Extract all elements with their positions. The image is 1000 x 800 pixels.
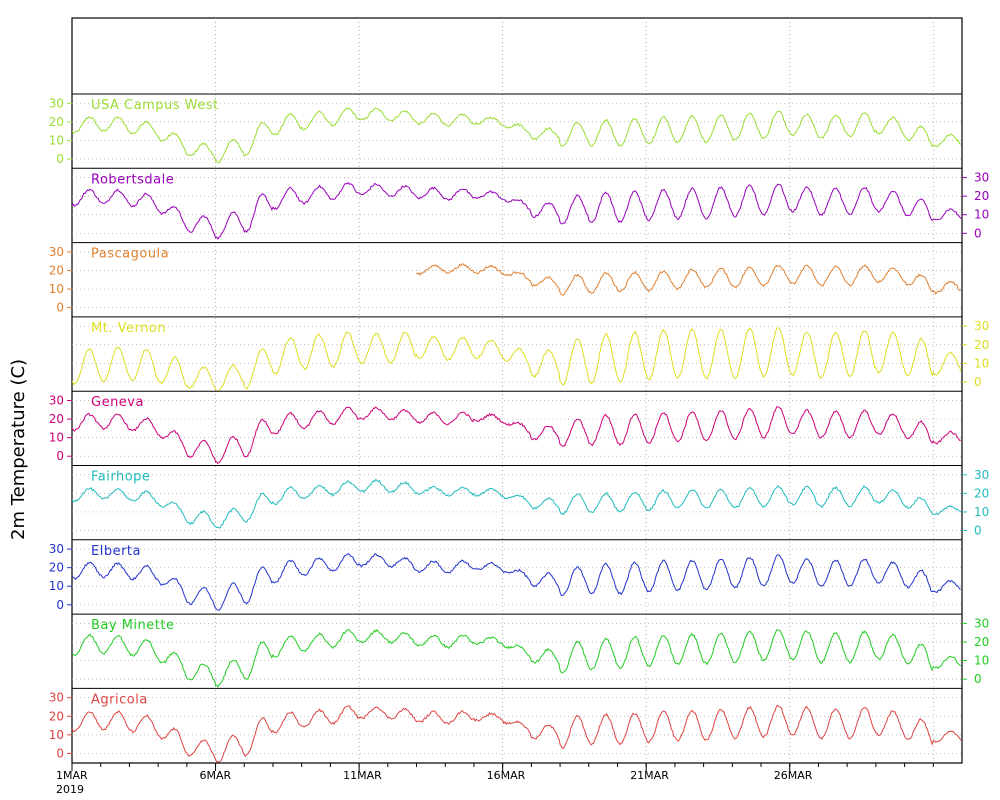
y-tick-label: 30 <box>49 691 64 705</box>
y-tick-label: 0 <box>56 598 64 612</box>
y-tick-label: 0 <box>974 375 982 389</box>
series-line-geneva <box>71 406 961 464</box>
x-tick-label: 16MAR <box>487 769 526 782</box>
series-line-mt-vernon <box>71 327 962 393</box>
y-tick-label: 20 <box>974 338 989 352</box>
series-line-agricola <box>71 705 962 763</box>
series-name-agricola: Agricola <box>91 692 148 707</box>
y-tick-label: 30 <box>49 542 64 556</box>
y-tick-label: 0 <box>56 301 64 315</box>
x-tick-label: 6MAR <box>200 769 232 782</box>
series-line-robertsdale <box>71 181 962 240</box>
y-tick-label: 10 <box>974 654 989 668</box>
y-tick-label: 10 <box>49 579 64 593</box>
x-tick-sublabel: 2019 <box>56 783 84 796</box>
y-tick-label: 20 <box>49 561 64 575</box>
series-name-geneva: Geneva <box>91 395 144 410</box>
series-name-robertsdale: Robertsdale <box>91 172 174 187</box>
y-tick-label: 30 <box>974 171 989 185</box>
y-tick-label: 30 <box>49 96 64 110</box>
y-tick-label: 10 <box>49 282 64 296</box>
y-tick-label: 20 <box>49 115 64 129</box>
y-tick-label: 0 <box>56 152 64 166</box>
x-tick-label: 26MAR <box>774 769 813 782</box>
y-tick-label: 20 <box>49 263 64 277</box>
y-axis-label: 2m Temperature (C) <box>8 358 29 540</box>
series-name-usa-campus-west: USA Campus West <box>91 98 219 113</box>
x-tick-label: 1MAR <box>56 769 88 782</box>
y-tick-label: 10 <box>974 208 989 222</box>
y-tick-label: 10 <box>974 505 989 519</box>
series-line-elberta <box>71 552 961 611</box>
series-name-mt-vernon: Mt. Vernon <box>91 321 166 336</box>
y-tick-label: 0 <box>56 746 64 760</box>
series-line-pascagoula <box>416 263 961 296</box>
y-tick-label: 10 <box>49 431 64 445</box>
plot-frame <box>71 17 963 764</box>
y-tick-label: 0 <box>974 672 982 686</box>
y-tick-label: 30 <box>974 616 989 630</box>
series-line-usa-campus-west <box>71 107 962 164</box>
y-tick-label: 0 <box>974 524 982 538</box>
y-tick-label: 20 <box>49 412 64 426</box>
series-name-bay-minette: Bay Minette <box>91 618 174 633</box>
series-line-fairhope <box>71 478 961 529</box>
y-tick-label: 10 <box>49 133 64 147</box>
y-tick-label: 30 <box>974 319 989 333</box>
series-name-pascagoula: Pascagoula <box>91 247 169 262</box>
x-tick-label: 11MAR <box>343 769 382 782</box>
x-tick-label: 21MAR <box>630 769 669 782</box>
y-tick-label: 10 <box>49 728 64 742</box>
y-tick-label: 20 <box>974 189 989 203</box>
y-tick-label: 10 <box>974 356 989 370</box>
y-tick-label: 20 <box>974 635 989 649</box>
y-tick-label: 20 <box>974 486 989 500</box>
y-tick-label: 0 <box>974 226 982 240</box>
series-line-bay-minette <box>71 629 962 688</box>
y-tick-label: 0 <box>56 449 64 463</box>
series-name-elberta: Elberta <box>91 544 141 559</box>
y-tick-label: 20 <box>49 709 64 723</box>
y-tick-label: 30 <box>49 245 64 259</box>
y-tick-label: 30 <box>974 468 989 482</box>
series-name-fairhope: Fairhope <box>91 470 150 485</box>
y-tick-label: 30 <box>49 393 64 407</box>
